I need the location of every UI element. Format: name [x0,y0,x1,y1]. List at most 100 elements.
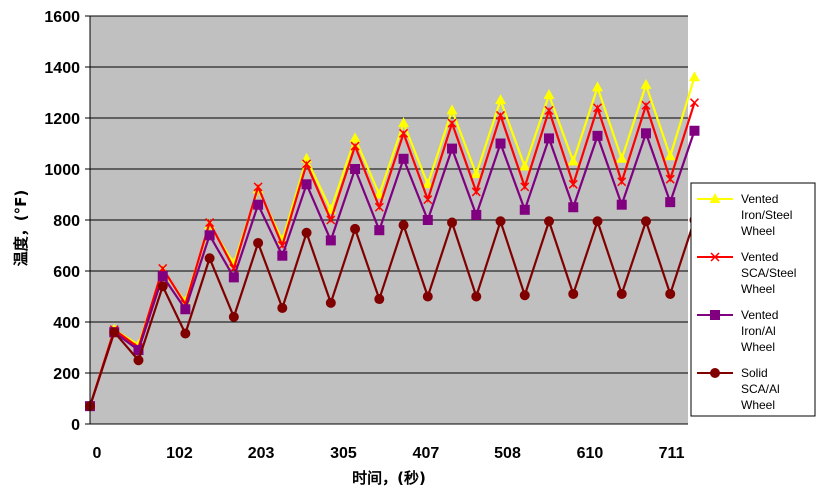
data-point [204,230,215,241]
data-point [640,128,651,139]
data-point [399,128,409,138]
data-point [422,291,433,302]
data-point [665,174,675,184]
data-point [544,105,554,115]
legend-item: Vented Iron/Steel Wheel [697,192,792,238]
y-axis-label: 温度，(°F) [12,190,30,266]
data-point [520,182,530,192]
y-tick-label: 600 [53,264,80,281]
data-point [471,291,482,302]
legend-item: Solid SCA/Al Wheel [697,366,780,412]
legend-box [690,182,816,417]
x-tick-label: 508 [494,445,521,462]
data-point [543,89,555,100]
data-point [350,164,361,174]
series-line [88,217,696,407]
legend: Vented Iron/Steel Wheel Vented SCA/Steel Whee… [690,182,816,417]
y-tick-label: 200 [53,366,80,383]
series-3 [85,125,700,412]
x-tick-label: 305 [330,445,357,462]
data-point [374,294,385,305]
data-point [350,141,360,151]
data-point [302,159,312,169]
data-point [495,94,507,105]
x-tick-label: 203 [248,445,275,462]
data-point [495,216,506,227]
data-point [617,177,627,187]
data-point [350,223,361,234]
x-axis-label: 时间，(秒) [352,469,426,487]
data-point [640,216,651,227]
x-tick-label: 0 [93,445,102,462]
data-point [253,199,264,210]
data-point [204,253,215,264]
data-point [447,118,457,128]
data-point [641,100,651,110]
data-point [640,78,652,89]
data-point [616,152,628,163]
data-point [592,103,603,113]
data-point [446,104,458,115]
data-point [325,235,336,246]
data-point [228,311,239,322]
legend-marker [710,310,720,320]
legend-marker [709,193,721,203]
data-point [616,288,627,299]
data-point [398,117,410,128]
data-point [592,130,603,141]
data-point [349,132,361,143]
data-point [568,202,579,213]
data-point [398,220,409,231]
y-tick-label: 1400 [44,60,80,77]
series-layer [84,71,700,412]
y-tick-label: 0 [71,417,80,434]
data-point [277,250,288,261]
data-point [301,227,312,238]
data-point [568,288,579,299]
x-tick-label: 102 [166,445,193,462]
data-point [133,355,144,366]
data-point [157,271,168,282]
legend-label: Solid SCA/Al Wheel [741,366,780,412]
data-point [688,71,700,82]
data-point [325,297,336,308]
data-point [592,216,603,227]
data-point [422,178,434,189]
legend-item: Vented Iron/Al Wheel [697,308,778,354]
data-point [616,199,627,210]
data-point [423,195,433,205]
data-point [591,81,603,92]
data-point [519,160,531,171]
data-point [447,143,458,154]
data-point [109,327,120,338]
data-point [422,215,433,225]
data-point [398,153,409,164]
data-point [447,217,458,228]
x-tick-labels: 0 102 203 305 407 508 610 711 [93,445,685,462]
data-point [157,281,168,292]
data-point [374,225,385,236]
data-point [665,197,676,208]
data-point [664,150,676,161]
data-point [689,125,700,136]
data-point [665,288,676,299]
y-tick-label: 800 [53,213,80,230]
legend-label: Vented Iron/Steel Wheel [741,192,792,238]
data-point [544,133,555,144]
data-point [133,345,144,356]
legend-label: Vented SCA/Steel Wheel [741,250,796,296]
data-point [495,110,506,120]
data-point [301,179,312,190]
x-tick-label: 407 [413,445,440,462]
legend-marker [710,368,720,378]
data-point [326,215,336,225]
data-point [253,237,264,248]
data-point [228,272,239,283]
legend-label: Vented Iron/Al Wheel [741,308,778,354]
data-point [519,290,530,301]
data-point [519,204,530,215]
data-point [568,179,578,189]
data-point [471,187,481,197]
data-point [689,98,699,108]
